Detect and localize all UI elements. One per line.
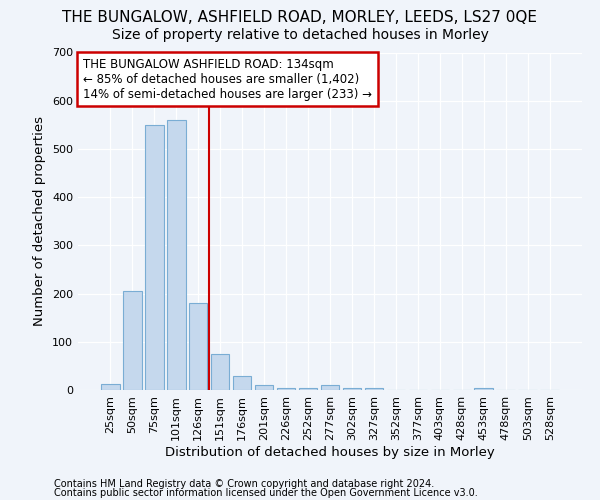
Bar xyxy=(365,388,383,390)
Bar xyxy=(189,303,208,390)
Bar xyxy=(343,388,361,390)
Text: Size of property relative to detached houses in Morley: Size of property relative to detached ho… xyxy=(112,28,488,42)
Bar xyxy=(167,120,185,390)
Text: THE BUNGALOW, ASHFIELD ROAD, MORLEY, LEEDS, LS27 0QE: THE BUNGALOW, ASHFIELD ROAD, MORLEY, LEE… xyxy=(62,10,538,25)
Bar xyxy=(299,388,317,390)
Bar xyxy=(277,388,295,390)
Text: Contains HM Land Registry data © Crown copyright and database right 2024.: Contains HM Land Registry data © Crown c… xyxy=(54,479,434,489)
Bar xyxy=(145,125,164,390)
Bar xyxy=(123,291,142,390)
Bar xyxy=(101,384,119,390)
Bar xyxy=(233,376,251,390)
Bar xyxy=(320,385,340,390)
Text: THE BUNGALOW ASHFIELD ROAD: 134sqm
← 85% of detached houses are smaller (1,402)
: THE BUNGALOW ASHFIELD ROAD: 134sqm ← 85%… xyxy=(83,58,372,100)
Y-axis label: Number of detached properties: Number of detached properties xyxy=(34,116,46,326)
Bar xyxy=(475,388,493,390)
Bar xyxy=(211,354,229,390)
Bar xyxy=(255,385,274,390)
X-axis label: Distribution of detached houses by size in Morley: Distribution of detached houses by size … xyxy=(165,446,495,458)
Text: Contains public sector information licensed under the Open Government Licence v3: Contains public sector information licen… xyxy=(54,488,478,498)
